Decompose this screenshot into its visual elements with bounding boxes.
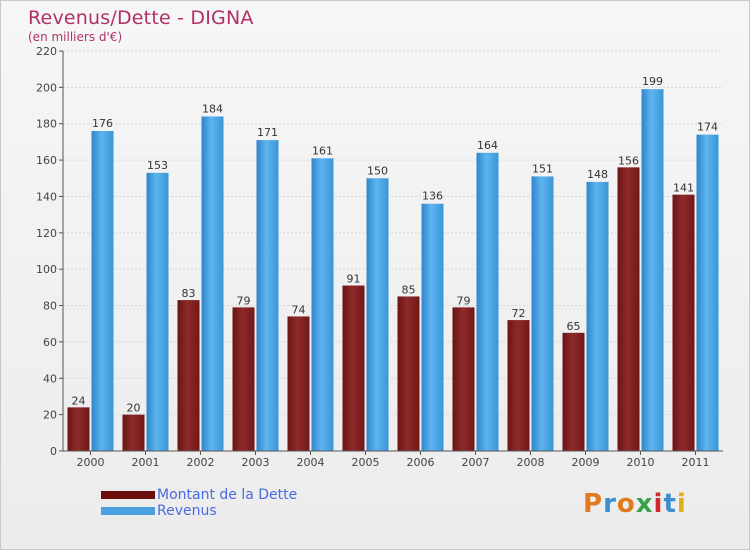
y-tick-label: 0 bbox=[50, 445, 57, 458]
y-tick-label: 40 bbox=[43, 372, 57, 385]
y-tick-label: 100 bbox=[36, 263, 57, 276]
bar-debt bbox=[397, 296, 420, 451]
data-label-revenus: 184 bbox=[202, 102, 223, 115]
y-tick-label: 120 bbox=[36, 227, 57, 240]
bar-debt bbox=[232, 307, 255, 451]
proxiti-logo: Proxiti bbox=[583, 489, 687, 519]
bar-debt bbox=[177, 300, 200, 451]
y-tick-label: 180 bbox=[36, 118, 57, 131]
logo-letter: t bbox=[663, 489, 677, 519]
bar-debt bbox=[67, 407, 90, 451]
x-tick-label: 2003 bbox=[242, 456, 270, 469]
data-label-revenus: 153 bbox=[147, 159, 168, 172]
x-tick-label: 2009 bbox=[572, 456, 600, 469]
data-label-debt: 141 bbox=[673, 182, 694, 195]
data-label-debt: 79 bbox=[457, 294, 471, 307]
data-label-revenus: 199 bbox=[642, 75, 663, 88]
data-label-debt: 20 bbox=[127, 402, 141, 415]
bar-debt bbox=[562, 332, 585, 451]
data-label-debt: 72 bbox=[512, 307, 526, 320]
chart-subtitle: (en milliers d'€) bbox=[28, 30, 123, 44]
y-tick-label: 220 bbox=[36, 45, 57, 58]
data-label-debt: 91 bbox=[347, 273, 361, 286]
data-label-debt: 156 bbox=[618, 154, 639, 167]
bar-revenus bbox=[586, 181, 609, 451]
data-label-revenus: 176 bbox=[92, 117, 113, 130]
bar-revenus bbox=[696, 134, 719, 452]
x-tick-label: 2011 bbox=[682, 456, 710, 469]
bar-revenus bbox=[531, 176, 554, 452]
legend-swatch-debt bbox=[101, 491, 155, 499]
x-tick-label: 2002 bbox=[187, 456, 215, 469]
bar-revenus bbox=[311, 158, 334, 452]
x-tick-label: 2001 bbox=[132, 456, 160, 469]
data-label-revenus: 148 bbox=[587, 168, 608, 181]
data-label-revenus: 151 bbox=[532, 162, 553, 175]
data-label-revenus: 136 bbox=[422, 190, 443, 203]
logo-letter: r bbox=[603, 489, 617, 519]
bar-revenus bbox=[201, 116, 224, 452]
data-label-revenus: 161 bbox=[312, 144, 333, 157]
x-tick-label: 2010 bbox=[627, 456, 655, 469]
x-tick-label: 2004 bbox=[297, 456, 325, 469]
bar-revenus bbox=[256, 140, 279, 451]
data-label-debt: 79 bbox=[237, 294, 251, 307]
chart-title: Revenus/Dette - DIGNA bbox=[28, 7, 254, 29]
bar-revenus bbox=[641, 89, 664, 451]
bar-revenus bbox=[146, 172, 169, 451]
bar-debt bbox=[507, 320, 530, 451]
data-label-revenus: 164 bbox=[477, 139, 498, 152]
data-label-revenus: 150 bbox=[367, 164, 388, 177]
bar-revenus bbox=[366, 178, 389, 452]
x-tick-label: 2000 bbox=[77, 456, 105, 469]
logo-letter: i bbox=[676, 489, 687, 519]
bar-debt bbox=[122, 414, 145, 451]
bar-revenus bbox=[476, 152, 499, 451]
logo-letter: P bbox=[583, 489, 604, 519]
bar-debt bbox=[287, 316, 310, 451]
y-tick-label: 80 bbox=[43, 300, 57, 313]
data-label-debt: 83 bbox=[182, 287, 196, 300]
bar-debt bbox=[672, 194, 695, 452]
data-label-debt: 85 bbox=[402, 283, 416, 296]
x-tick-label: 2007 bbox=[462, 456, 490, 469]
bar-debt bbox=[342, 285, 365, 451]
data-label-debt: 65 bbox=[567, 320, 581, 333]
data-label-debt: 24 bbox=[72, 394, 86, 407]
x-tick-label: 2006 bbox=[407, 456, 435, 469]
data-label-revenus: 174 bbox=[697, 121, 718, 134]
logo-letter: x bbox=[635, 489, 654, 519]
legend-swatch-revenus bbox=[101, 507, 155, 515]
y-tick-label: 60 bbox=[43, 336, 57, 349]
x-tick-label: 2008 bbox=[517, 456, 545, 469]
y-tick-label: 200 bbox=[36, 81, 57, 94]
y-tick-label: 140 bbox=[36, 190, 57, 203]
x-tick-label: 2005 bbox=[352, 456, 380, 469]
logo-letter: i bbox=[653, 489, 664, 519]
bar-debt bbox=[452, 307, 475, 451]
y-tick-label: 20 bbox=[43, 409, 57, 422]
y-tick-label: 160 bbox=[36, 154, 57, 167]
logo-letter: o bbox=[616, 489, 636, 519]
legend-label-debt: Montant de la Dette bbox=[157, 487, 298, 503]
bar-revenus bbox=[91, 131, 114, 451]
data-label-debt: 74 bbox=[292, 303, 306, 316]
data-label-revenus: 171 bbox=[257, 126, 278, 139]
bar-revenus bbox=[421, 203, 444, 451]
bar-debt bbox=[617, 167, 640, 451]
legend-label-revenus: Revenus bbox=[157, 503, 217, 519]
